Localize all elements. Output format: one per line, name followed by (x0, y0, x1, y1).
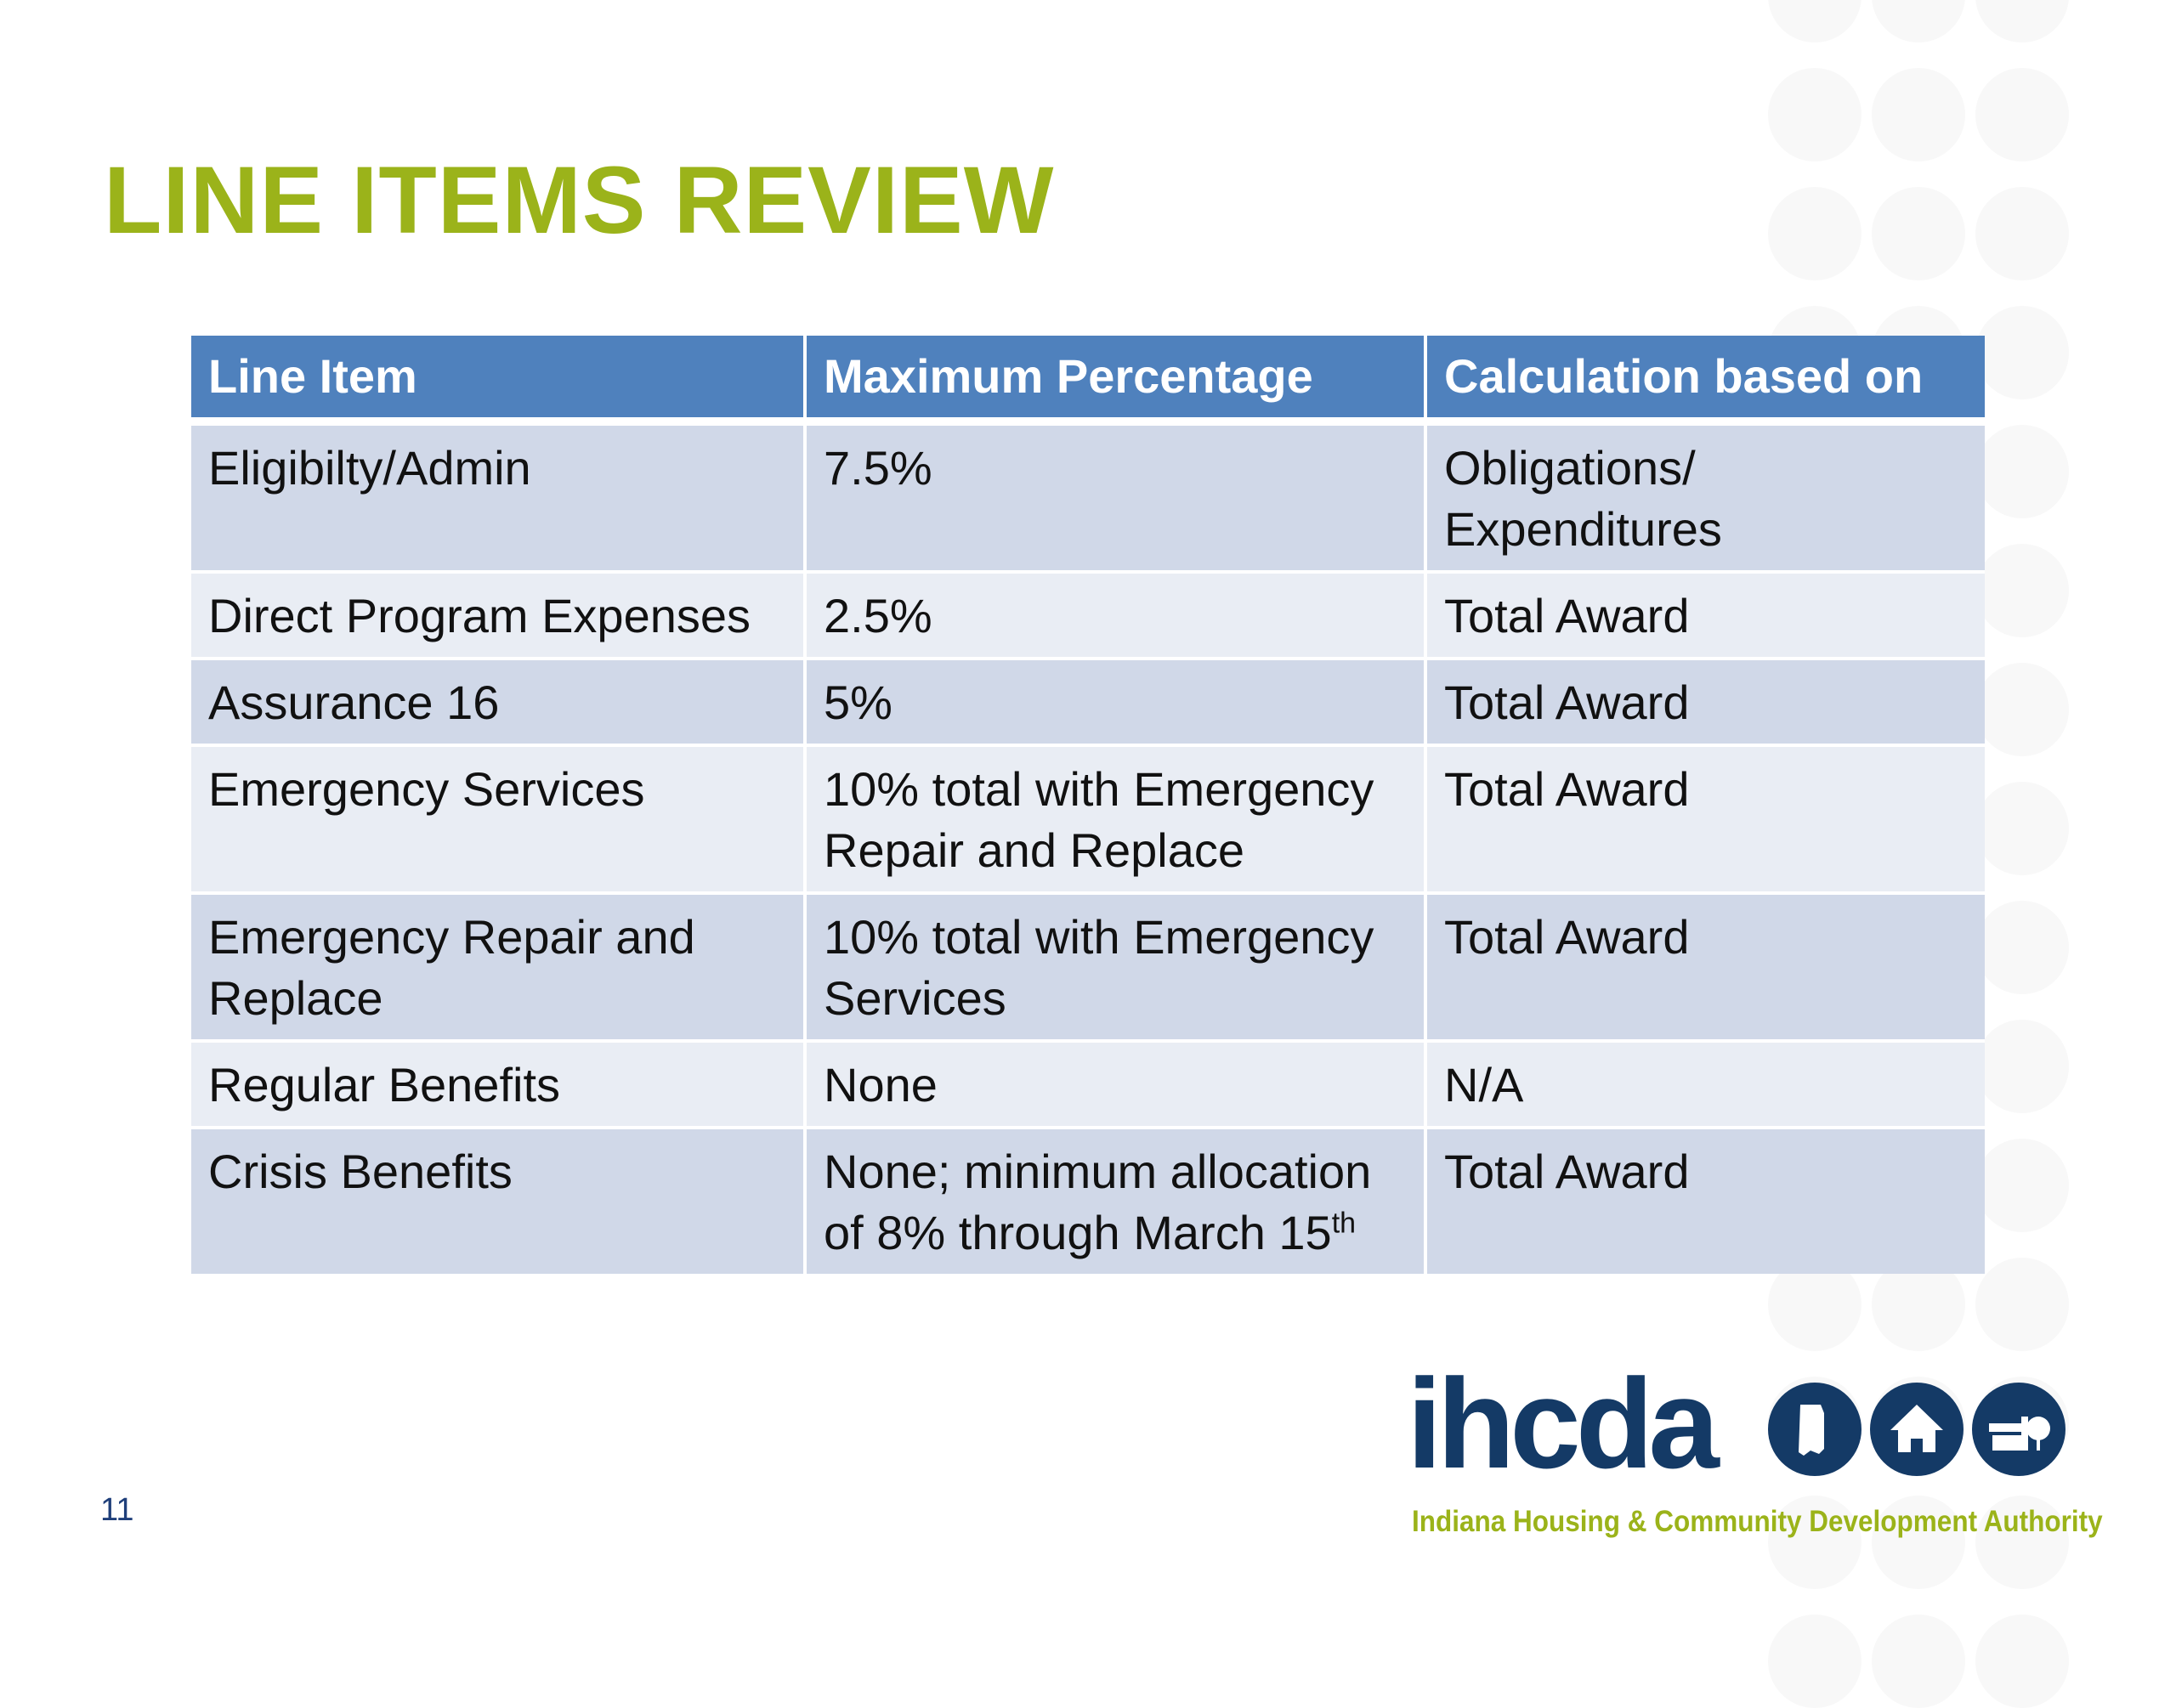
cell-calculation: Total Award (1424, 570, 1985, 657)
cell-line-item: Crisis Benefits (191, 1126, 803, 1274)
max-percentage-text: None; minimum allocation of 8% through M… (824, 1145, 1372, 1259)
background-dot (1975, 782, 2069, 875)
logo-tagline: Indiana Housing & Community Development … (1412, 1505, 2103, 1538)
cell-line-item: Direct Program Expenses (191, 570, 803, 657)
line-items-table: Line Item Maximum Percentage Calculation… (191, 336, 1985, 1274)
table-row: Emergency Repair and Replace 10% total w… (191, 891, 1985, 1039)
table-row: Emergency Services 10% total with Emerge… (191, 744, 1985, 891)
column-header-maximum-percentage: Maximum Percentage (803, 336, 1424, 422)
table-row: Regular Benefits None N/A (191, 1039, 1985, 1126)
background-dot (1975, 68, 2069, 161)
background-dot (1768, 1615, 1862, 1708)
table-row: Assurance 16 5% Total Award (191, 657, 1985, 744)
house-icon (1870, 1383, 1964, 1476)
background-dot (1975, 425, 2069, 518)
slide-title: LINE ITEMS REVIEW (104, 147, 1055, 253)
indiana-state-icon (1768, 1383, 1862, 1476)
cell-max-percentage: 5% (803, 657, 1424, 744)
background-dot (1975, 1496, 2069, 1589)
background-dot (1975, 187, 2069, 280)
background-dot (1975, 1258, 2069, 1351)
table-row: Direct Program Expenses 2.5% Total Award (191, 570, 1985, 657)
background-dot (1768, 68, 1862, 161)
cell-max-percentage: 2.5% (803, 570, 1424, 657)
cell-calculation: Total Award (1424, 657, 1985, 744)
background-dot (1872, 1496, 1965, 1589)
cell-calculation: Total Award (1424, 1126, 1985, 1274)
logo-wordmark: ihcda (1407, 1352, 1720, 1495)
background-dot (1975, 1615, 2069, 1708)
background-dot (1768, 0, 1862, 42)
background-dot (1768, 187, 1862, 280)
cell-calculation: N/A (1424, 1039, 1985, 1126)
community-building-icon (1972, 1383, 2066, 1476)
cell-line-item: Regular Benefits (191, 1039, 803, 1126)
background-dot (1975, 1020, 2069, 1113)
background-dot (1975, 1139, 2069, 1232)
cell-line-item: Emergency Services (191, 744, 803, 891)
background-dot (1975, 544, 2069, 637)
page-number: 11 (100, 1492, 134, 1528)
cell-max-percentage: 10% total with Emergency Services (803, 891, 1424, 1039)
background-dot (1872, 187, 1965, 280)
background-dot (1975, 901, 2069, 994)
cell-max-percentage: None (803, 1039, 1424, 1126)
ordinal-suffix: th (1331, 1207, 1357, 1240)
column-header-calculation-based-on: Calculation based on (1424, 336, 1985, 422)
cell-calculation: Total Award (1424, 891, 1985, 1039)
cell-line-item: Emergency Repair and Replace (191, 891, 803, 1039)
background-dot (1975, 663, 2069, 756)
background-dot (1768, 1496, 1862, 1589)
cell-max-percentage: 7.5% (803, 422, 1424, 570)
background-dot (1872, 68, 1965, 161)
table-header-row: Line Item Maximum Percentage Calculation… (191, 336, 1985, 422)
background-dot (1975, 306, 2069, 399)
table-row: Eligibilty/Admin 7.5% Obligations/ Expen… (191, 422, 1985, 570)
background-dot (1975, 0, 2069, 42)
cell-line-item: Eligibilty/Admin (191, 422, 803, 570)
background-dot (1872, 1615, 1965, 1708)
cell-max-percentage: 10% total with Emergency Repair and Repl… (803, 744, 1424, 891)
cell-line-item: Assurance 16 (191, 657, 803, 744)
ihcda-logo: ihcda Indiana Housing & Community Develo… (1407, 1360, 2103, 1547)
background-dot (1872, 0, 1965, 42)
cell-calculation: Obligations/ Expenditures (1424, 422, 1985, 570)
cell-max-percentage: None; minimum allocation of 8% through M… (803, 1126, 1424, 1274)
column-header-line-item: Line Item (191, 336, 803, 422)
cell-calculation: Total Award (1424, 744, 1985, 891)
table-row: Crisis Benefits None; minimum allocation… (191, 1126, 1985, 1274)
